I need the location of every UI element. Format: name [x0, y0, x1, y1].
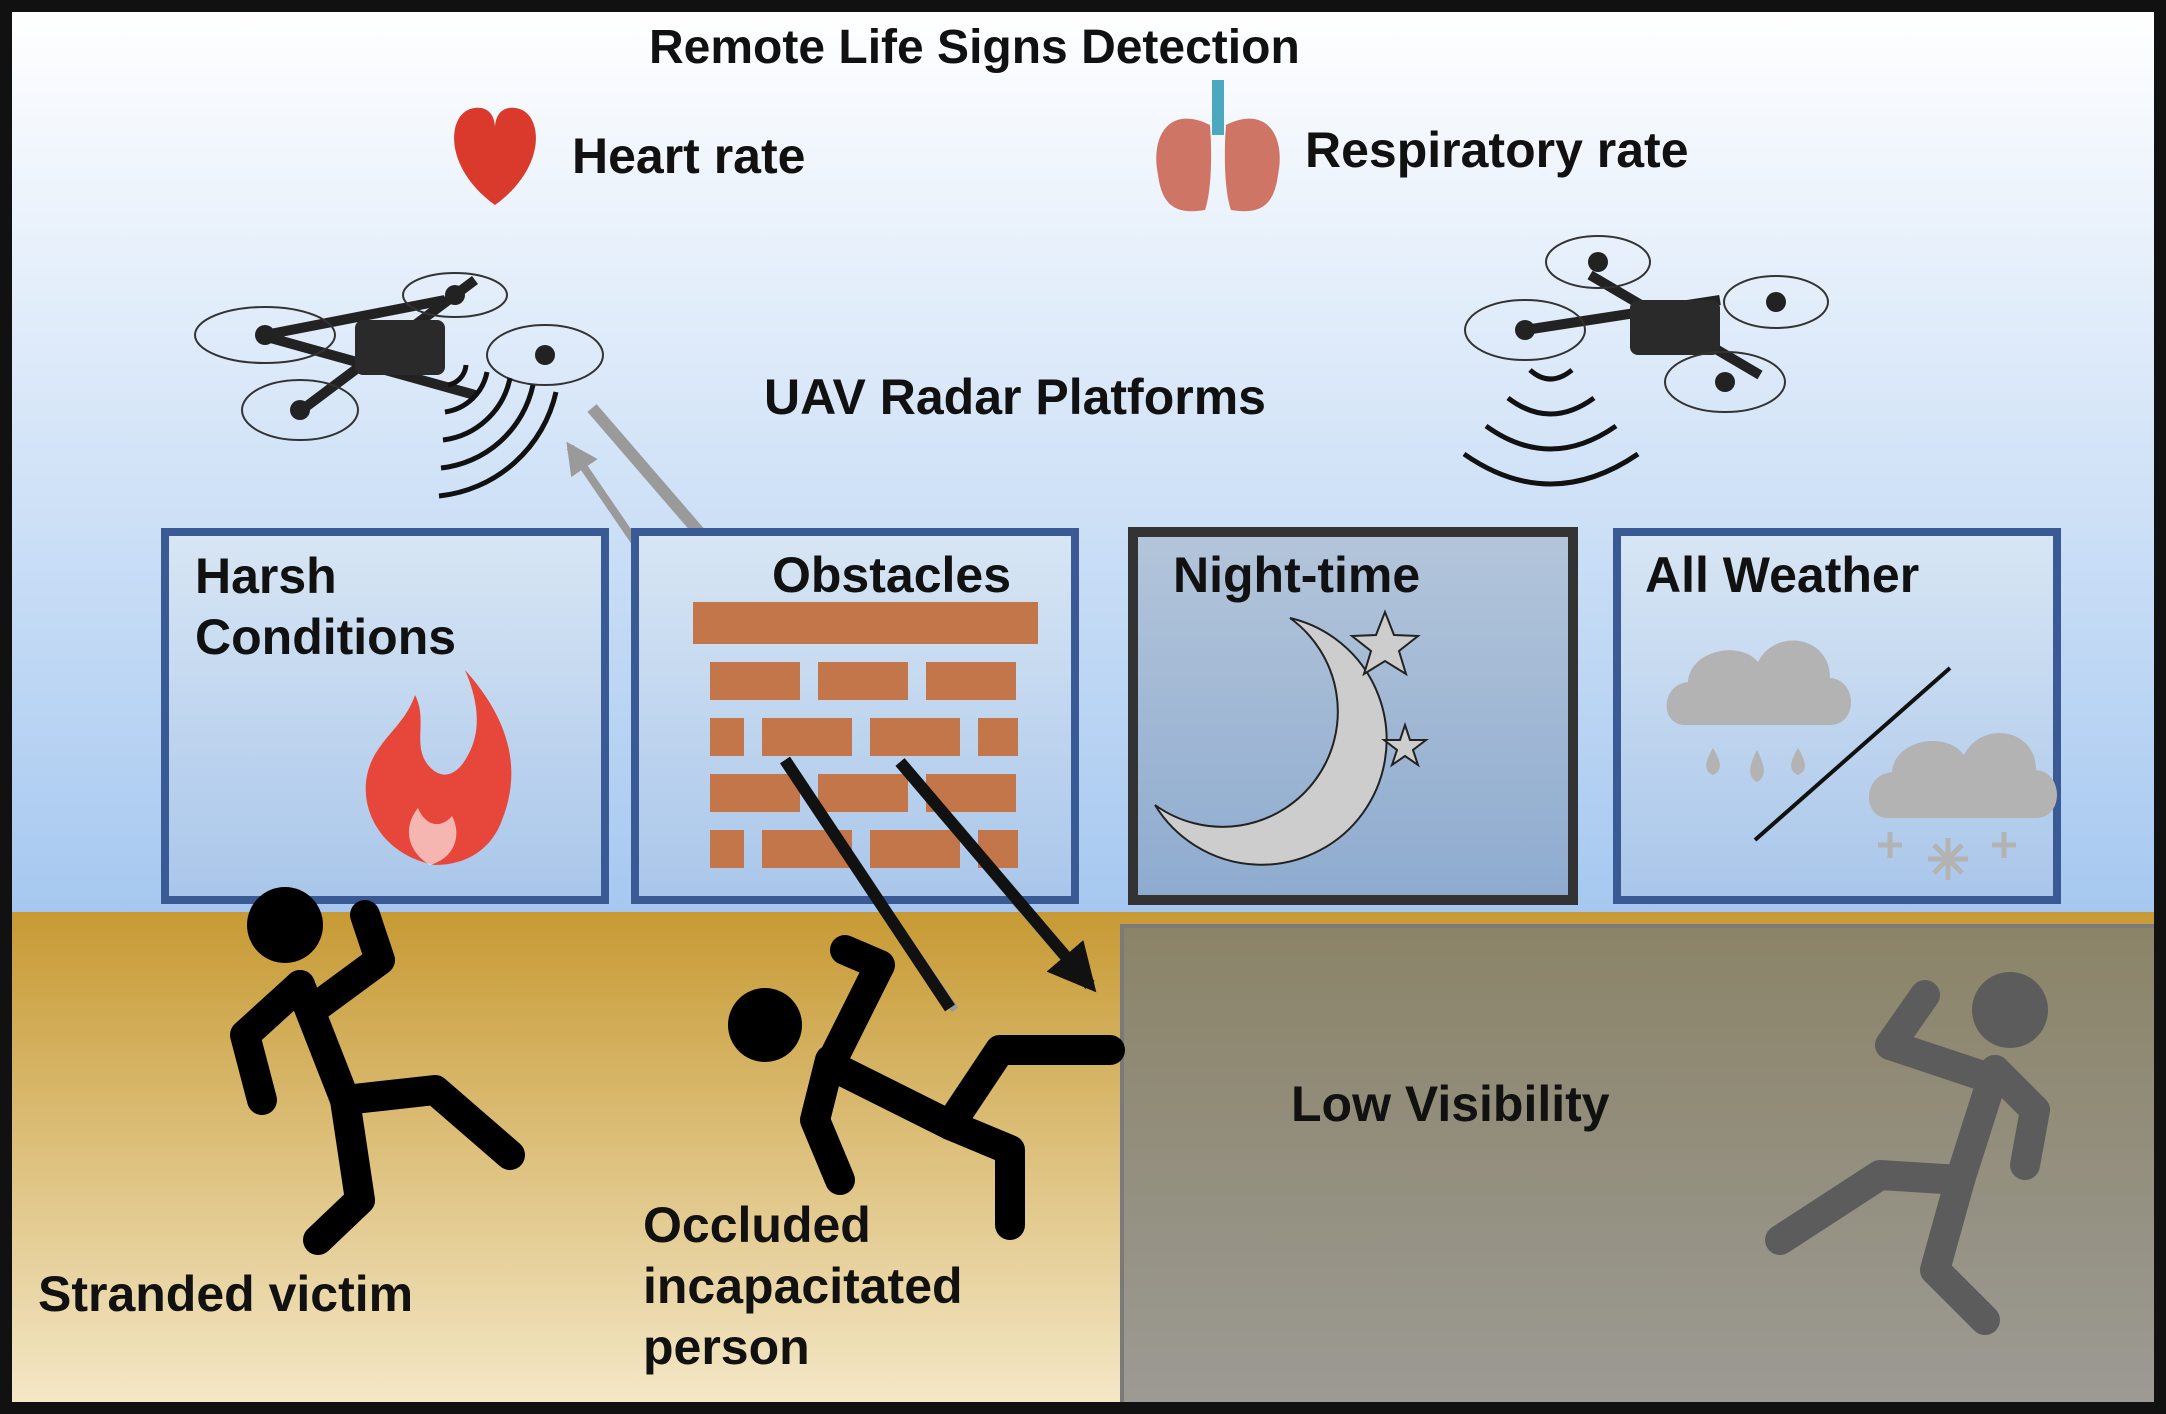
reflection-lines	[780, 756, 1097, 1012]
night-time-label: Night-time	[1173, 547, 1421, 603]
heart-rate-label: Heart rate	[572, 128, 806, 184]
stranded-victim-label: Stranded victim	[38, 1266, 414, 1322]
left-radar-waves-icon	[438, 364, 559, 499]
diagram-title: Remote Life Signs Detection	[649, 21, 1300, 74]
falling-person-icon	[728, 935, 1125, 1240]
lungs-icon	[1156, 80, 1280, 212]
occluded-person-label: Occluded incapacitated person	[643, 1197, 963, 1375]
obstacles-label: Obstacles	[772, 547, 1012, 603]
left-drone-icon	[194, 272, 604, 441]
respiratory-rate-label: Respiratory rate	[1305, 122, 1689, 178]
low-visibility-label: Low Visibility	[1291, 1076, 1610, 1132]
harsh-conditions-label: Harsh Conditions	[195, 548, 457, 665]
standing-person-icon	[230, 887, 525, 1255]
flame-icon	[365, 670, 512, 865]
right-drone-icon	[1464, 235, 1829, 413]
rain-snow-clouds-icon	[1666, 640, 2057, 880]
panel-harsh-conditions	[161, 528, 609, 904]
all-weather-label: All Weather	[1645, 547, 1920, 603]
heart-icon	[454, 107, 536, 205]
uav-radar-platforms-label: UAV Radar Platforms	[764, 369, 1266, 425]
moon-stars-icon	[1154, 609, 1429, 866]
right-radar-waves-icon	[1462, 368, 1640, 487]
hidden-person-icon	[1765, 972, 2050, 1335]
